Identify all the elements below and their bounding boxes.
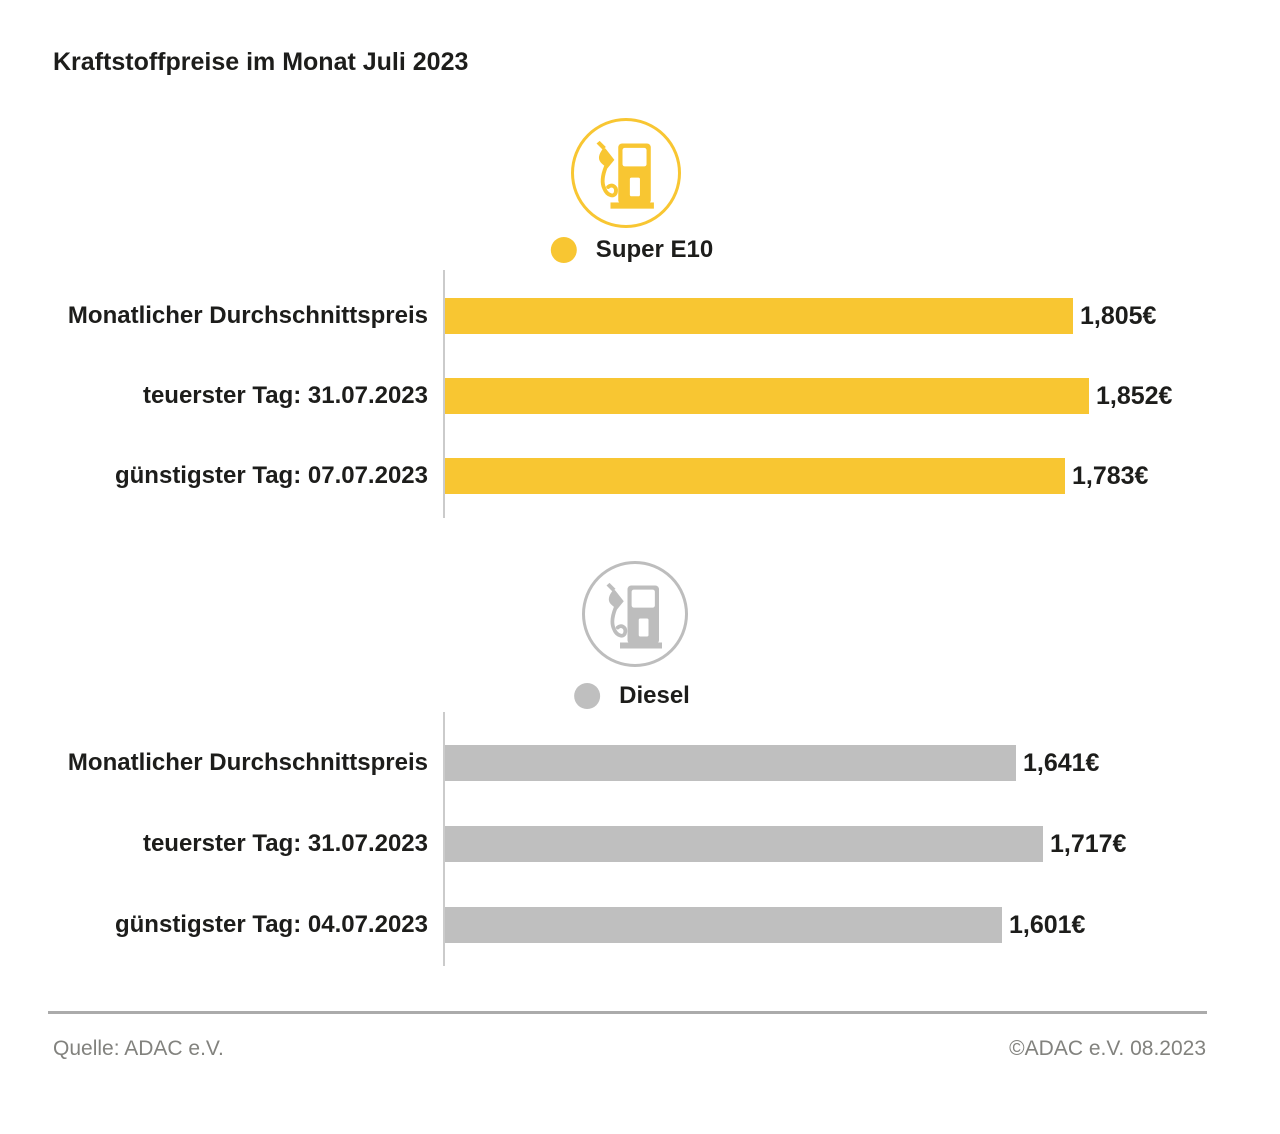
chart-row: teuerster Tag: 31.07.2023 1,852€	[0, 378, 1172, 414]
legend-dot-icon	[550, 236, 577, 263]
value-label: 1,641€	[1023, 749, 1100, 777]
category-label: Monatlicher Durchschnittspreis	[67, 749, 428, 776]
chart-row: günstigster Tag: 07.07.2023 1,783€	[0, 458, 1172, 494]
source-note: Quelle: ADAC e.V.	[53, 1037, 224, 1060]
category-label: günstigster Tag: 04.07.2023	[114, 911, 428, 938]
y-axis-line	[443, 712, 445, 966]
footer-divider	[48, 1011, 1207, 1014]
value-label: 1,852€	[1096, 382, 1173, 410]
fuel-pump-icon	[606, 582, 662, 649]
category-label: günstigster Tag: 07.07.2023	[114, 462, 428, 489]
bar	[445, 298, 1073, 334]
legend-dot-icon	[574, 682, 601, 709]
super-e10-pump-icon	[571, 118, 681, 228]
bar	[445, 826, 1043, 862]
category-label: teuerster Tag: 31.07.2023	[142, 382, 428, 409]
chart-row: Monatlicher Durchschnittspreis 1,805€	[0, 298, 1172, 334]
value-label: 1,783€	[1072, 462, 1149, 490]
diesel-chart: Monatlicher Durchschnittspreis 1,641€ teue…	[0, 745, 1126, 943]
y-axis-line	[443, 270, 445, 518]
legend-super-e10: Super E10	[550, 236, 714, 263]
category-label: Monatlicher Durchschnittspreis	[67, 302, 428, 329]
bar	[445, 745, 1016, 781]
chart-row: günstigster Tag: 04.07.2023 1,601€	[0, 907, 1126, 943]
diesel-pump-icon	[582, 561, 688, 667]
value-label: 1,717€	[1050, 830, 1127, 858]
bar	[445, 458, 1065, 494]
category-label: teuerster Tag: 31.07.2023	[142, 830, 428, 857]
legend-label: Diesel	[619, 682, 690, 709]
super-e10-chart: Monatlicher Durchschnittspreis 1,805€ teue…	[0, 298, 1172, 494]
copyright-note: ©ADAC e.V. 08.2023	[1009, 1037, 1206, 1060]
legend-label: Super E10	[595, 236, 714, 263]
fuel-pump-icon	[596, 140, 654, 209]
value-label: 1,601€	[1009, 911, 1086, 939]
page-title: Kraftstoffpreise im Monat Juli 2023	[53, 48, 469, 76]
chart-row: teuerster Tag: 31.07.2023 1,717€	[0, 826, 1126, 862]
legend-diesel: Diesel	[574, 682, 690, 709]
bar	[445, 907, 1002, 943]
value-label: 1,805€	[1080, 302, 1157, 330]
chart-row: Monatlicher Durchschnittspreis 1,641€	[0, 745, 1126, 781]
bar	[445, 378, 1089, 414]
